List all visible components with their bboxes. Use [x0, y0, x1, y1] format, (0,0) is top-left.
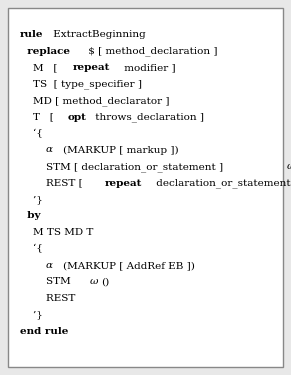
Text: M TS MD T: M TS MD T: [20, 228, 93, 237]
Text: STM: STM: [20, 278, 74, 286]
Text: α: α: [20, 146, 53, 154]
Text: declaration_or_statement ]: declaration_or_statement ]: [153, 178, 291, 188]
FancyBboxPatch shape: [8, 8, 283, 367]
Text: end rule: end rule: [20, 327, 68, 336]
Text: replace: replace: [20, 46, 70, 56]
Text: ’}: ’}: [20, 195, 43, 204]
Text: ExtractBeginning: ExtractBeginning: [50, 30, 146, 39]
Text: M   [: M [: [20, 63, 61, 72]
Text: ‘{: ‘{: [20, 244, 43, 254]
Text: repeat: repeat: [105, 178, 143, 188]
Text: ω: ω: [90, 278, 98, 286]
Text: opt: opt: [68, 112, 87, 122]
Text: by: by: [20, 211, 40, 220]
Text: modifier ]: modifier ]: [121, 63, 175, 72]
Text: ’}: ’}: [20, 310, 43, 320]
Text: STM [ declaration_or_statement ]: STM [ declaration_or_statement ]: [20, 162, 226, 172]
Text: (MARKUP [ markup ]): (MARKUP [ markup ]): [63, 146, 178, 154]
Text: repeat: repeat: [72, 63, 110, 72]
Text: REST: REST: [20, 294, 75, 303]
Text: rule: rule: [20, 30, 43, 39]
Text: ω: ω: [286, 162, 291, 171]
Text: throws_declaration ]: throws_declaration ]: [92, 112, 204, 122]
Text: α: α: [20, 261, 53, 270]
Text: TS  [ type_specifier ]: TS [ type_specifier ]: [20, 80, 142, 89]
Text: (MARKUP [ AddRef EB ]): (MARKUP [ AddRef EB ]): [63, 261, 194, 270]
Text: REST [: REST [: [20, 178, 86, 188]
Text: $ [ method_declaration ]: $ [ method_declaration ]: [84, 46, 217, 56]
Text: ‘{: ‘{: [20, 129, 43, 138]
Text: (): (): [101, 278, 109, 286]
Text: T   [: T [: [20, 112, 57, 122]
Text: MD [ method_declarator ]: MD [ method_declarator ]: [20, 96, 169, 106]
